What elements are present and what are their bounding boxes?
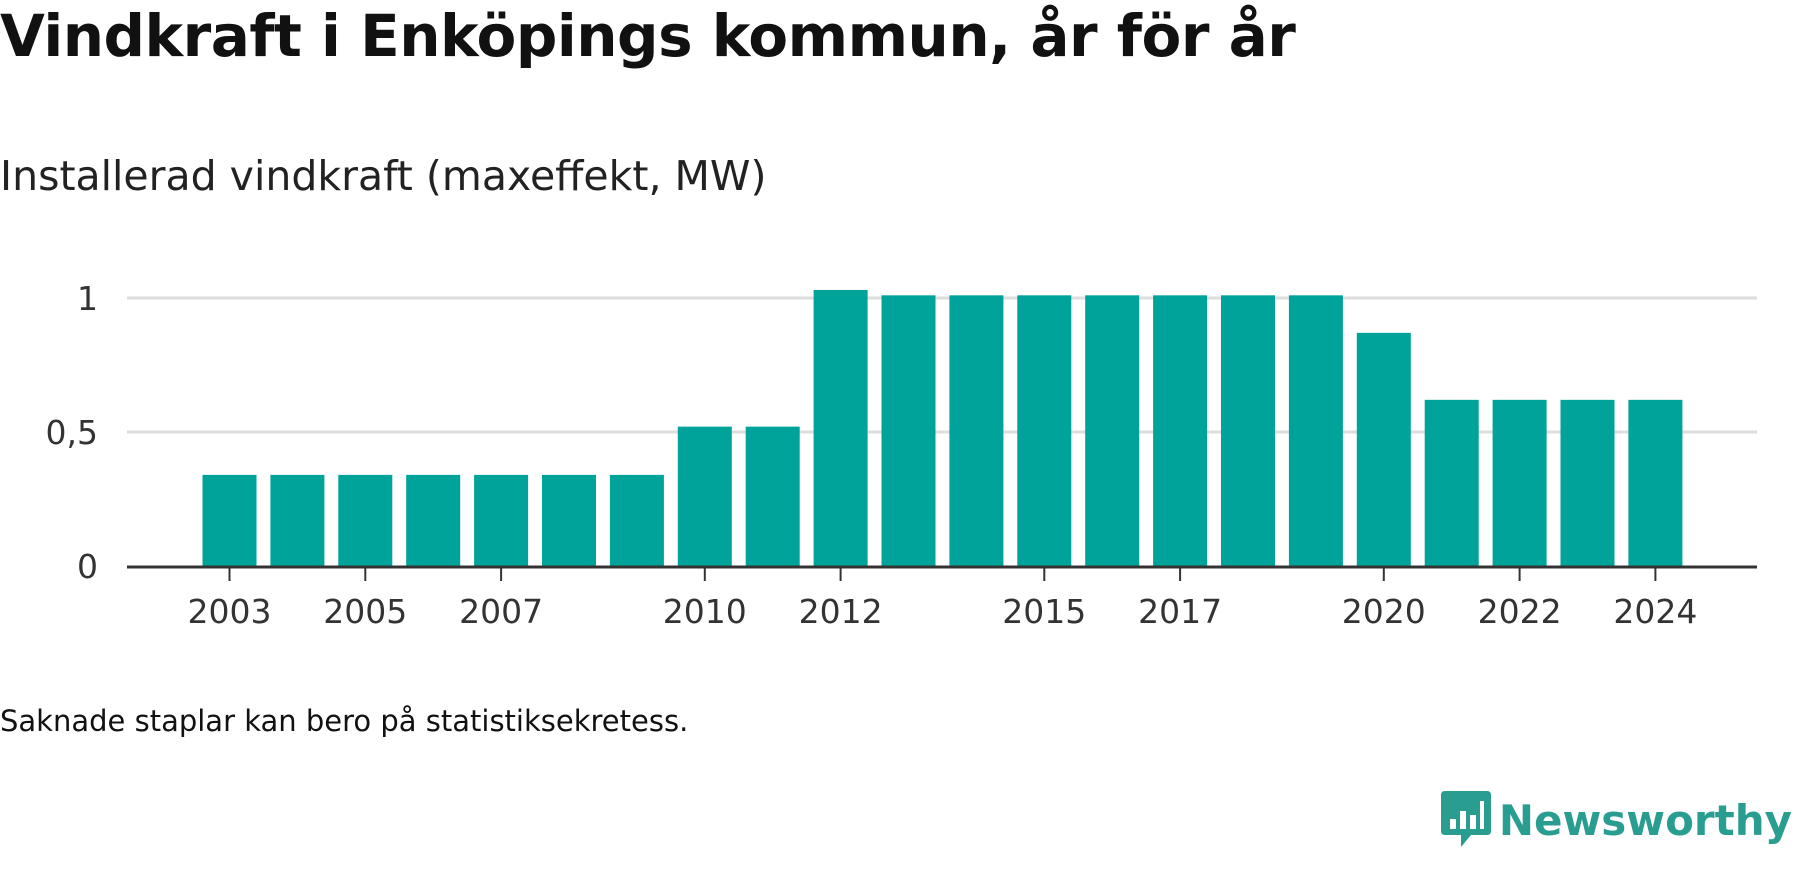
x-tick-label: 2017 [1138, 592, 1222, 631]
bar-chart: 0 0,5 1 2003 2005 2007 2010 2012 2015 2017 2020 202… [46, 279, 1757, 631]
x-tick-label: 2005 [323, 592, 407, 631]
x-tick-label: 2022 [1478, 592, 1562, 631]
gridlines [127, 296, 1757, 434]
axes: 0 0,5 1 2003 2005 2007 2010 2012 2015 2017 2020 202… [46, 279, 1757, 631]
x-tick-label: 2010 [663, 592, 747, 631]
bars [202, 289, 1683, 566]
bar-2012 [813, 289, 868, 566]
x-tick-label: 2012 [799, 592, 883, 631]
x-tick-label: 2020 [1342, 592, 1426, 631]
bar-2024 [1628, 399, 1683, 566]
chart-title: Vindkraft i Enköpings kommun, år för år [0, 2, 1296, 70]
brand-logo[interactable]: Newsworthy [1440, 791, 1792, 849]
bar-2009 [609, 474, 664, 566]
bar-2018 [1221, 295, 1275, 566]
newsworthy-logo-icon [1440, 791, 1491, 847]
bar-2021 [1424, 399, 1479, 566]
footnote: Saknade staplar kan bero på statistiksek… [0, 704, 689, 738]
bar-2006 [406, 474, 461, 566]
bar-2008 [542, 474, 596, 566]
bar-2020 [1356, 332, 1411, 566]
bar-2005 [338, 474, 393, 566]
bar-2003 [202, 474, 257, 566]
x-tick-label: 2015 [1002, 592, 1086, 631]
bar-2014 [949, 295, 1004, 566]
bar-2022 [1492, 399, 1547, 566]
bar-2013 [881, 295, 936, 566]
y-tick-label: 0 [77, 547, 98, 586]
x-tick-label: 2007 [459, 592, 543, 631]
brand-name: Newsworthy [1498, 795, 1792, 845]
bar-2023 [1560, 399, 1615, 566]
bar-2004 [270, 474, 325, 566]
bar-2007 [474, 474, 529, 566]
chart-subtitle: Installerad vindkraft (maxeffekt, MW) [0, 152, 767, 200]
bar-2015 [1017, 295, 1072, 566]
bar-2011 [745, 426, 800, 566]
y-tick-label: 1 [77, 279, 98, 318]
bar-2017 [1153, 295, 1208, 566]
bar-2010 [677, 426, 732, 566]
bar-2019 [1288, 295, 1343, 566]
x-tick-label: 2003 [188, 592, 272, 631]
bar-2016 [1085, 295, 1140, 566]
y-tick-label: 0,5 [46, 413, 98, 452]
x-tick-label: 2024 [1613, 592, 1697, 631]
